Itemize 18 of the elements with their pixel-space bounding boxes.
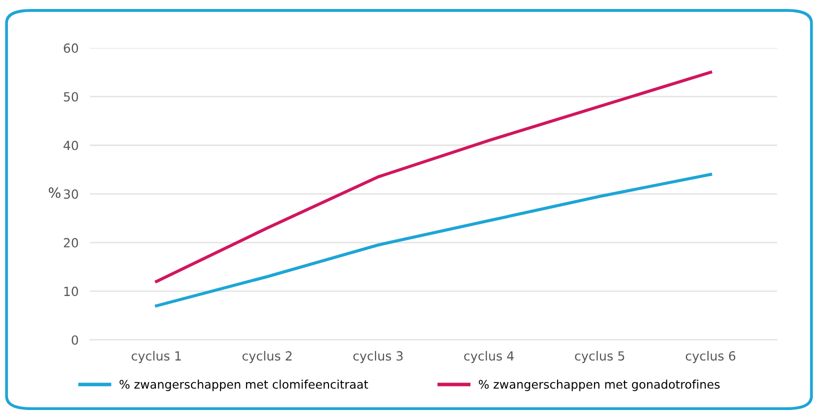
y-tick-label: 40 bbox=[64, 140, 78, 150]
line-series bbox=[154, 70, 712, 284]
y-tick-label: 30 bbox=[64, 189, 78, 199]
y-tick-label: 10 bbox=[64, 286, 78, 296]
y-tick-label: 50 bbox=[64, 92, 78, 102]
legend-label: % zwangerschappen met gonadotrofines bbox=[478, 380, 720, 392]
x-tick-label: cyclus 2 bbox=[242, 350, 292, 364]
x-tick-label: cyclus 6 bbox=[686, 350, 736, 364]
x-tick-label: cyclus 5 bbox=[574, 350, 624, 364]
y-tick-label: 60 bbox=[64, 43, 78, 53]
legend-label: % zwangerschappen met clomifeencitraat bbox=[120, 380, 368, 392]
x-tick-label: cyclus 3 bbox=[353, 350, 403, 364]
x-tick-label: cyclus 1 bbox=[132, 350, 181, 364]
y-tick-label: 20 bbox=[64, 238, 78, 248]
y-axis-title: % bbox=[48, 187, 60, 198]
x-tick-label: cyclus 4 bbox=[464, 350, 514, 364]
y-tick-label: 0 bbox=[72, 335, 78, 345]
line-series bbox=[154, 172, 712, 308]
